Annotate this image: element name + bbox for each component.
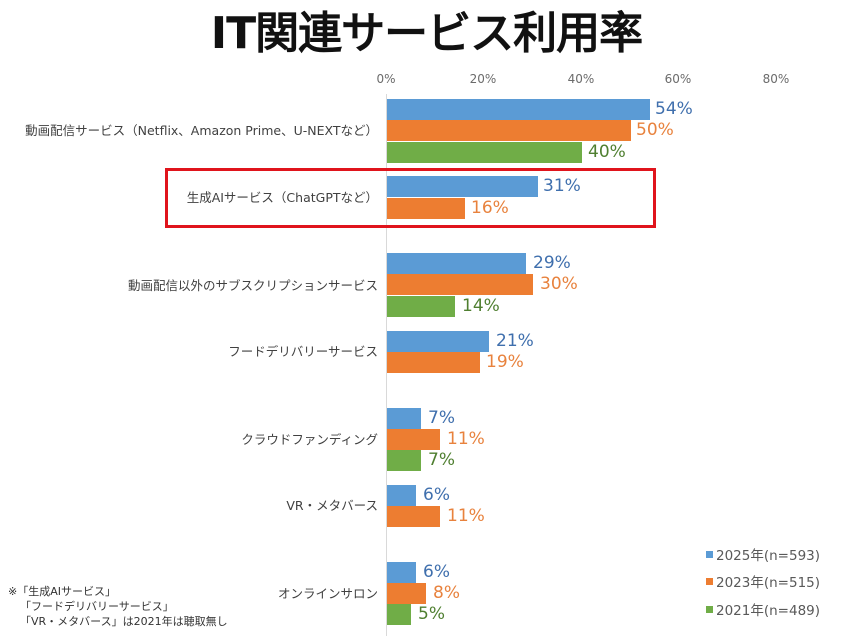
value-label-2025-video-streaming: 54% (655, 99, 693, 119)
x-tick-80: 80% (762, 72, 790, 86)
bar-2021-video-streaming (387, 142, 582, 163)
value-label-2025-other-subscriptions: 29% (533, 253, 571, 273)
value-label-2025-generative-ai: 31% (543, 176, 581, 196)
category-label-vr-metaverse: VR・メタバース (286, 498, 378, 513)
bar-2025-online-salon (387, 562, 416, 583)
legend-item-2021: 2021年(n=489) (706, 603, 820, 619)
category-label-crowdfunding: クラウドファンディング (241, 432, 378, 447)
bar-2023-other-subscriptions (387, 274, 533, 295)
bar-2023-video-streaming (387, 120, 631, 141)
value-label-2025-vr-metaverse: 6% (423, 485, 450, 505)
legend-label-2021: 2021年(n=489) (716, 603, 821, 619)
value-label-2025-online-salon: 6% (423, 562, 450, 582)
category-label-video-streaming: 動画配信サービス（Netflix、Amazon Prime、U-NEXTなど） (25, 123, 378, 138)
value-label-2023-generative-ai: 16% (471, 198, 509, 218)
category-label-generative-ai: 生成AIサービス（ChatGPTなど） (186, 190, 378, 205)
bar-2025-video-streaming (387, 99, 650, 120)
category-label-food-delivery: フードデリバリーサービス (228, 344, 378, 359)
value-label-2023-video-streaming: 50% (636, 120, 674, 140)
chart-title: IT関連サービス利用率 (210, 8, 643, 59)
legend-swatch-2025-icon (706, 551, 713, 558)
bar-2021-online-salon (387, 604, 411, 625)
value-label-2025-crowdfunding: 7% (428, 408, 455, 428)
bar-2023-crowdfunding (387, 429, 440, 450)
bar-2023-online-salon (387, 583, 426, 604)
footnote-line-3: 「VR・メタバース」は2021年は聴取無し (20, 615, 228, 628)
value-label-2021-other-subscriptions: 14% (462, 296, 500, 316)
x-tick-60: 60% (664, 72, 692, 86)
value-label-2021-online-salon: 5% (418, 604, 445, 624)
highlight-box-generative-ai (165, 168, 656, 228)
value-label-2023-other-subscriptions: 30% (540, 274, 578, 294)
bar-2021-other-subscriptions (387, 296, 455, 317)
bar-2023-vr-metaverse (387, 506, 440, 527)
x-tick-20: 20% (469, 72, 497, 86)
value-label-2025-food-delivery: 21% (496, 331, 534, 351)
bar-2025-other-subscriptions (387, 253, 526, 274)
value-label-2023-online-salon: 8% (433, 583, 460, 603)
footnote: ※「生成AIサービス」 「フードデリバリーサービス」 「VR・メタバース」は20… (8, 584, 228, 629)
value-label-2023-food-delivery: 19% (486, 352, 524, 372)
bar-2021-crowdfunding (387, 450, 421, 471)
legend-item-2023: 2023年(n=515) (706, 575, 820, 591)
x-tick-40: 40% (567, 72, 595, 86)
category-label-other-subscriptions: 動画配信以外のサブスクリプションサービス (127, 278, 378, 293)
category-label-online-salon: オンラインサロン (277, 586, 378, 601)
bar-2025-crowdfunding (387, 408, 421, 429)
value-label-2023-crowdfunding: 11% (447, 429, 485, 449)
y-axis-line (386, 94, 387, 636)
legend-label-2023: 2023年(n=515) (716, 575, 821, 591)
bar-2025-vr-metaverse (387, 485, 416, 506)
bar-2025-food-delivery (387, 331, 489, 352)
bar-2023-generative-ai (387, 198, 465, 219)
legend-label-2025: 2025年(n=593) (716, 548, 821, 564)
bar-2023-food-delivery (387, 352, 480, 373)
value-label-2021-crowdfunding: 7% (428, 450, 455, 470)
value-label-2023-vr-metaverse: 11% (447, 506, 485, 526)
footnote-line-2: 「フードデリバリーサービス」 (20, 600, 174, 613)
value-label-2021-video-streaming: 40% (588, 142, 626, 162)
legend-swatch-2021-icon (706, 606, 713, 613)
x-tick-0: 0% (376, 72, 396, 86)
legend-swatch-2023-icon (706, 578, 713, 585)
legend-item-2025: 2025年(n=593) (706, 548, 820, 564)
bar-2025-generative-ai (387, 176, 538, 197)
footnote-line-1: ※「生成AIサービス」 (8, 585, 116, 598)
